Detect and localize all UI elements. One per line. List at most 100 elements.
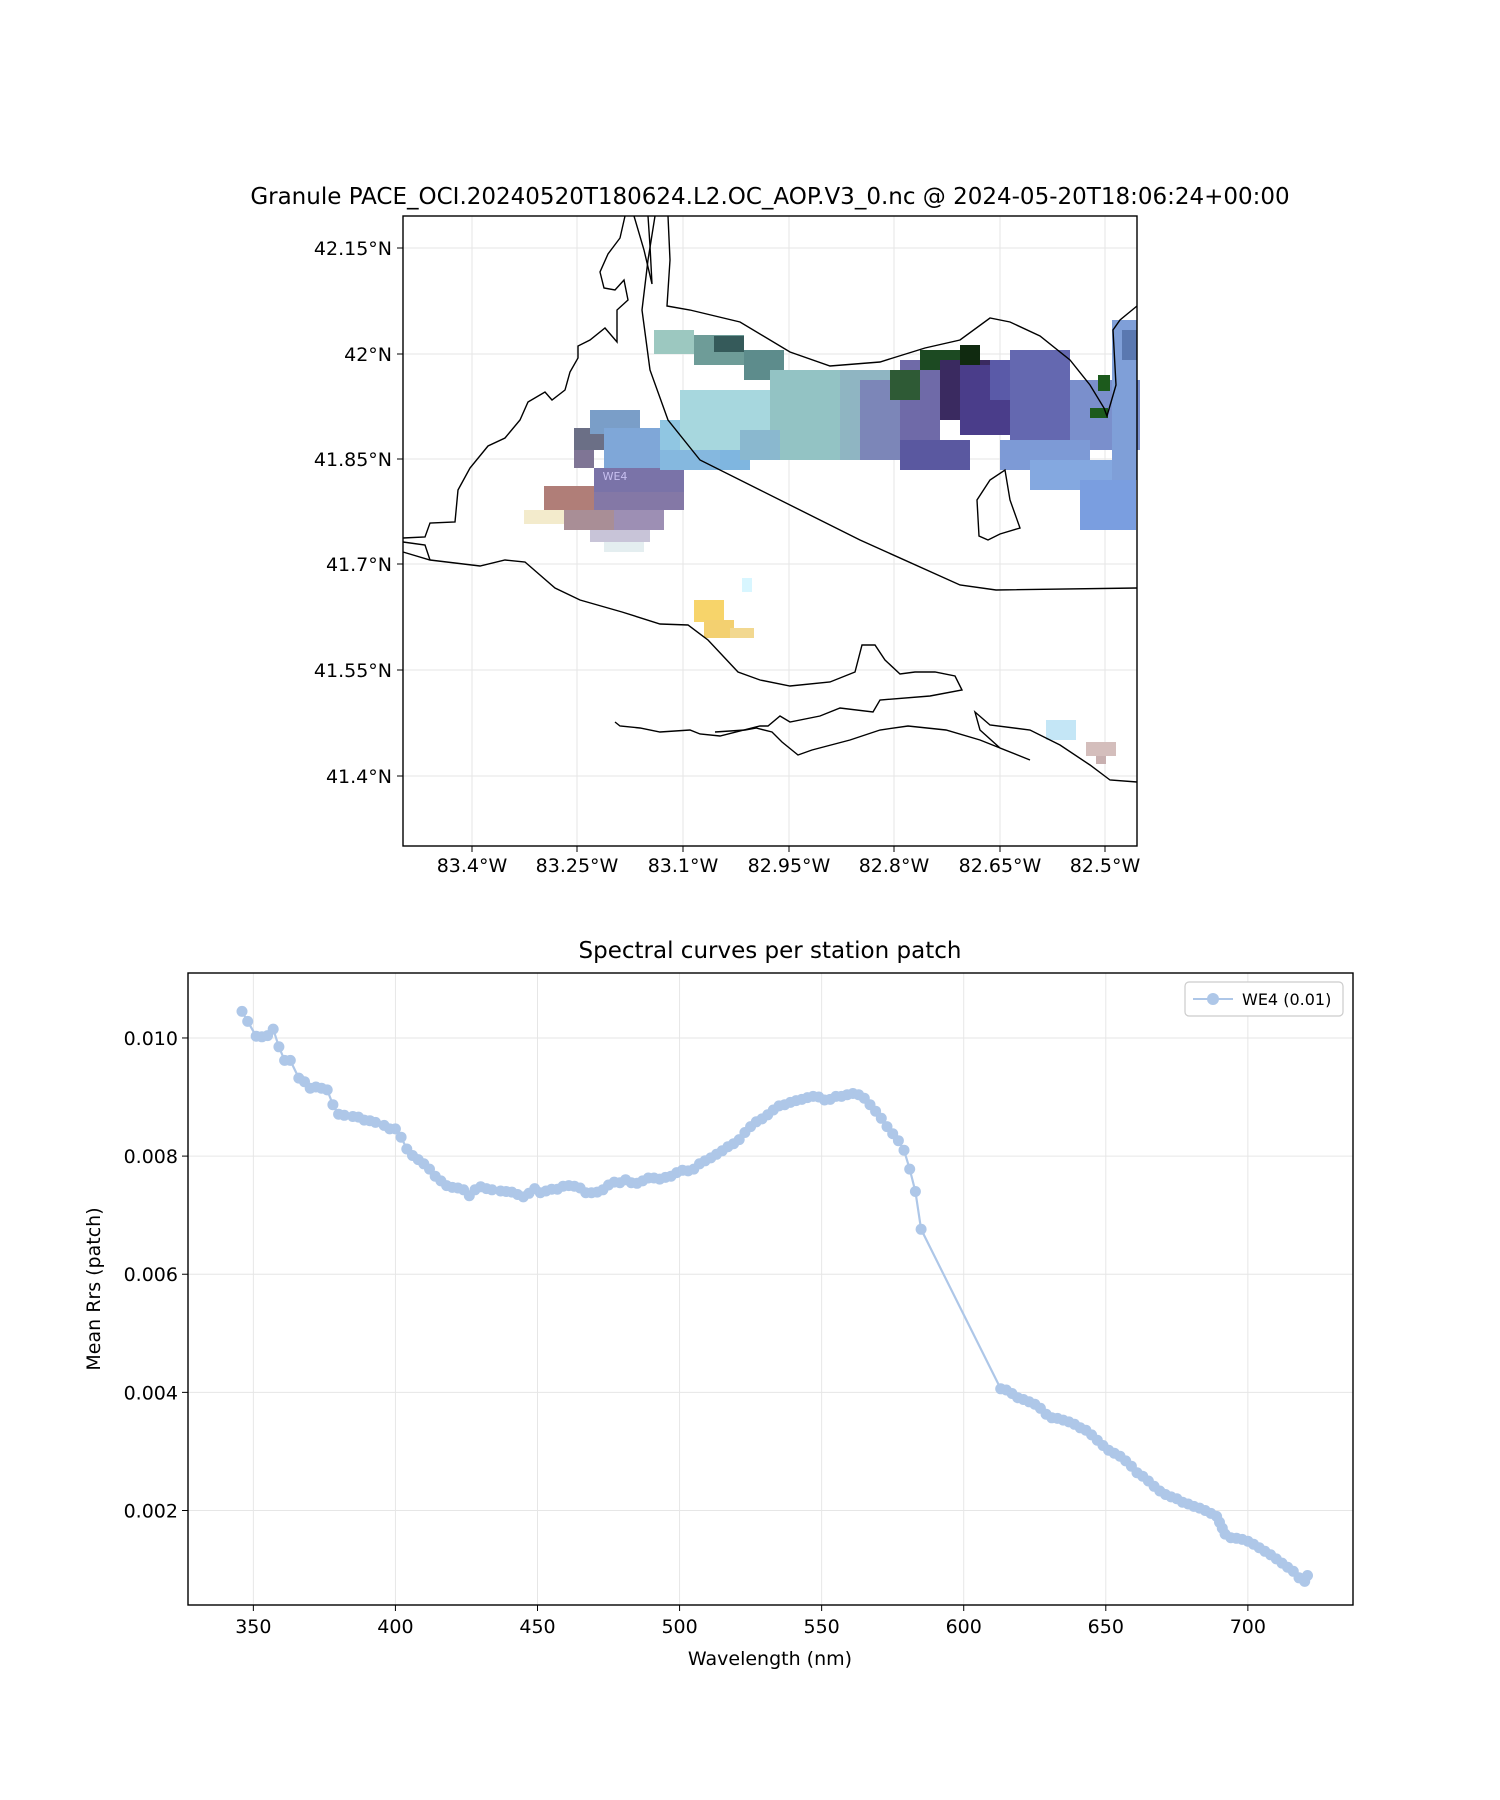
coastline-north-shore	[402, 215, 629, 539]
pixel-patch	[1046, 720, 1076, 740]
coastline-peninsula	[633, 215, 653, 285]
data-point	[1302, 1570, 1313, 1581]
map-frame	[402, 215, 1138, 847]
legend-label: WE4 (0.01)	[1242, 990, 1331, 1009]
chart-y-ticks: 0.002 0.004 0.006 0.008 0.010	[124, 1028, 188, 1522]
lat-tick-label: 41.85°N	[314, 449, 392, 471]
pixel-patch	[544, 486, 594, 510]
data-point	[242, 1015, 254, 1027]
data-point	[370, 1116, 381, 1128]
y-tick-label: 0.002	[124, 1500, 178, 1522]
legend-marker-swatch	[1207, 993, 1219, 1005]
chart-frame	[187, 972, 1354, 1606]
pixel-patch	[654, 330, 694, 354]
chart-series-layer	[236, 1005, 1313, 1587]
data-point	[892, 1135, 904, 1147]
x-axis-label: Wavelength (nm)	[688, 1648, 852, 1670]
lat-tick-label: 42.15°N	[314, 238, 392, 260]
pixel-patch	[900, 440, 970, 470]
lon-tick-label: 83.1°W	[648, 855, 719, 877]
pixel-patch	[564, 510, 614, 530]
coastline-east-shore	[666, 215, 1138, 419]
pixel-patch	[1122, 330, 1137, 360]
data-point	[875, 1112, 887, 1124]
x-tick-label: 700	[1230, 1616, 1266, 1638]
data-point	[909, 1186, 921, 1197]
spectral-chart: Spectral curves per station patch 350 400…	[83, 938, 1354, 1670]
map-title: Granule PACE_OCI.20240520T180624.L2.OC_A…	[250, 184, 1289, 210]
pixel-patch	[1010, 350, 1070, 440]
pixel-patch	[730, 628, 754, 638]
x-tick-label: 650	[1088, 1616, 1124, 1638]
pixel-patch	[742, 578, 752, 592]
pixel-patch	[594, 468, 684, 492]
data-point	[321, 1084, 333, 1096]
coastline-west-point	[402, 541, 431, 561]
lat-tick-label: 41.7°N	[326, 554, 392, 576]
pixel-patch	[1090, 408, 1108, 418]
lat-tick-label: 42°N	[344, 344, 392, 366]
pixel-patch	[614, 510, 664, 530]
lon-tick-label: 83.4°W	[437, 855, 508, 877]
y-axis-label: Mean Rrs (patch)	[83, 1207, 105, 1370]
pixel-patch	[1086, 742, 1116, 756]
pixel-patch	[1098, 375, 1110, 391]
station-label: WE4	[603, 470, 628, 483]
lat-tick-label: 41.4°N	[326, 766, 392, 788]
data-point	[395, 1131, 407, 1143]
x-tick-label: 350	[235, 1616, 271, 1638]
data-point	[389, 1123, 401, 1135]
coastline-island	[976, 468, 1021, 541]
map-lon-ticks	[471, 846, 1106, 852]
y-tick-label: 0.008	[124, 1146, 178, 1168]
pixel-patch	[590, 530, 650, 542]
data-point	[284, 1054, 296, 1066]
x-tick-label: 450	[519, 1616, 555, 1638]
rrs-pixel-patches	[524, 320, 1140, 764]
x-tick-label: 400	[377, 1616, 413, 1638]
coastlines	[402, 215, 1138, 783]
y-tick-label: 0.010	[124, 1028, 178, 1050]
map-lat-ticks	[397, 247, 403, 777]
pixel-patch	[960, 345, 980, 365]
y-tick-label: 0.004	[124, 1382, 178, 1404]
coastline-south-lobe	[714, 709, 1138, 783]
pixel-patch	[770, 370, 840, 460]
lon-tick-label: 82.8°W	[859, 855, 930, 877]
data-point	[915, 1223, 927, 1235]
map-panel: Granule PACE_OCI.20240520T180624.L2.OC_A…	[250, 184, 1289, 877]
x-tick-label: 500	[661, 1616, 697, 1638]
chart-x-ticks: 350 400 450 500 550 600 650 700	[235, 1605, 1266, 1638]
pixel-patch	[660, 450, 720, 470]
data-point	[486, 1184, 498, 1196]
pixel-patch	[1096, 756, 1106, 764]
chart-title: Spectral curves per station patch	[579, 938, 962, 964]
legend-box	[1184, 981, 1344, 1017]
lon-tick-label: 82.65°W	[959, 855, 1042, 877]
x-tick-label: 600	[946, 1616, 982, 1638]
chart-gridlines	[188, 973, 1353, 1605]
pixel-patch	[704, 620, 734, 638]
data-point	[904, 1163, 916, 1175]
x-tick-label: 550	[804, 1616, 840, 1638]
data-point	[338, 1109, 350, 1121]
pixel-patch	[604, 542, 644, 552]
data-point	[236, 1005, 248, 1017]
pixel-patch	[890, 370, 920, 400]
lon-tick-label: 82.95°W	[748, 855, 831, 877]
lon-tick-label: 83.25°W	[536, 855, 619, 877]
pixel-patch	[524, 510, 564, 524]
series-line	[241, 1010, 1309, 1583]
pixel-patch	[714, 336, 744, 352]
pixel-patch	[694, 600, 724, 622]
map-gridlines	[403, 216, 1137, 846]
pixel-patch	[604, 428, 660, 468]
y-tick-label: 0.006	[124, 1264, 178, 1286]
data-point	[267, 1023, 279, 1035]
pixel-patch	[1080, 480, 1136, 530]
pixel-patch	[594, 492, 684, 510]
pixel-patch	[740, 430, 780, 460]
data-point	[327, 1099, 339, 1111]
coastline-shipping-boundary	[641, 215, 1138, 591]
